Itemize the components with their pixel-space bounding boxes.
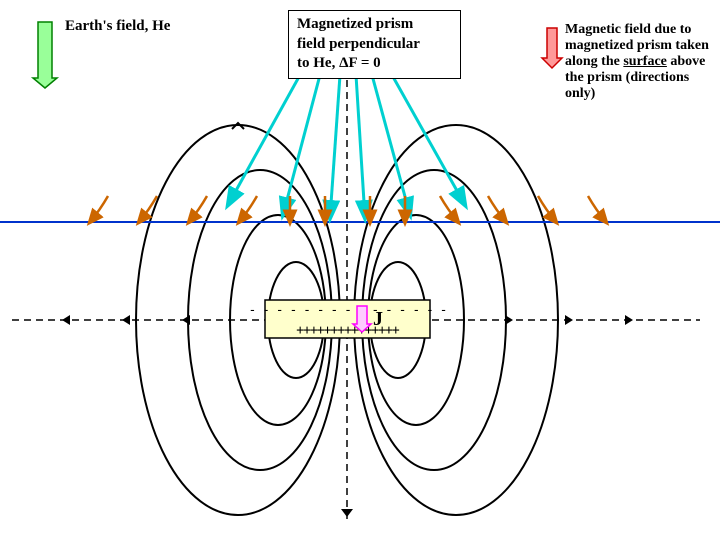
right-caption-line2: magnetized prism taken <box>565 38 715 54</box>
j-label: J <box>373 308 383 331</box>
prism-label-line1: Magnetized prism <box>297 15 452 35</box>
prism-label-line2: field perpendicular <box>297 35 452 55</box>
svg-text:- - - - - - - - - - - - - - -: - - - - - - - - - - - - - - - <box>249 303 447 318</box>
right-caption: Magnetic field due to magnetized prism t… <box>565 22 715 102</box>
right-caption-line5: only) <box>565 86 715 102</box>
right-caption-line4: the prism (directions <box>565 70 715 86</box>
prism-label-box: Magnetized prism field perpendicular to … <box>288 10 461 79</box>
diagram-canvas: - - - - - - - - - - - - - - - +++++++++++… <box>0 0 720 540</box>
right-caption-line3: along the surface above <box>565 54 715 70</box>
earth-field-label: Earth's field, He <box>65 18 170 35</box>
svg-text:+++++++++++++++: +++++++++++++++ <box>296 323 400 338</box>
prism-label-line3: to He, ΔF = 0 <box>297 54 452 74</box>
right-caption-line1: Magnetic field due to <box>565 22 715 38</box>
